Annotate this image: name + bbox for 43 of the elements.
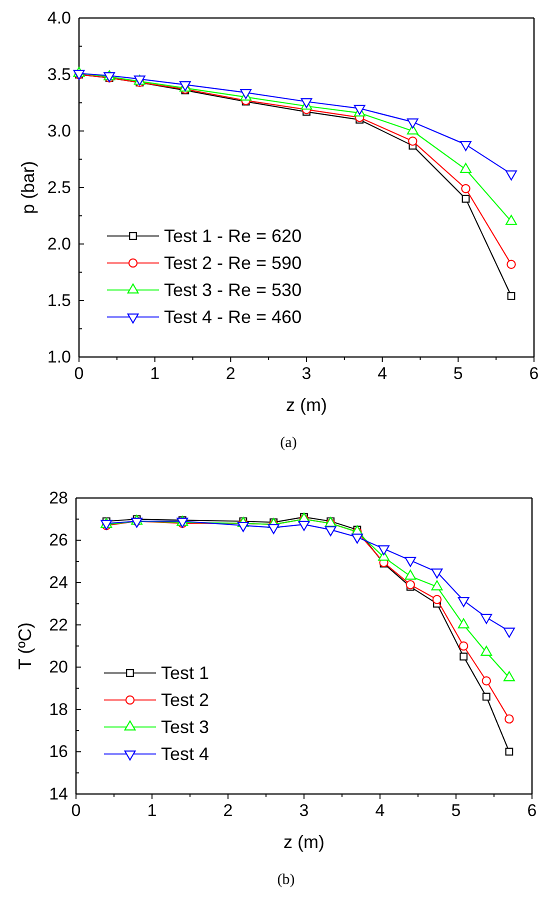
legend-label: Test 4	[161, 744, 210, 764]
y-tick-label: 4.0	[47, 8, 71, 28]
y-axis-title: p (bar)	[18, 160, 38, 214]
y-tick-label: 24	[49, 573, 68, 592]
x-tick-label: 4	[375, 801, 385, 820]
x-tick-label: 5	[453, 364, 463, 384]
y-tick-label: 2.5	[47, 178, 71, 197]
x-tick-label: 3	[302, 364, 312, 384]
y-tick-label: 3.0	[47, 121, 71, 140]
y-tick-label: 16	[49, 742, 68, 762]
x-tick-label: 6	[527, 801, 537, 820]
x-tick-label: 4	[378, 364, 388, 384]
x-tick-label: 3	[299, 801, 309, 820]
y-tick-label: 2.0	[47, 234, 71, 254]
x-tick-label: 5	[451, 801, 461, 820]
legend-label: Test 2 - Re = 590	[164, 253, 302, 273]
x-tick-label: 6	[529, 364, 539, 384]
y-tick-label: 28	[49, 488, 68, 508]
y-tick-label: 1.0	[47, 347, 71, 366]
legend-label: Test 4 - Re = 460	[164, 307, 302, 327]
text: (b)	[277, 872, 295, 888]
y-tick-label: 1.5	[47, 290, 71, 310]
text: (a)	[280, 435, 297, 451]
x-axis-title: z (m)	[286, 395, 327, 415]
x-tick-label: 1	[150, 364, 160, 384]
y-tick-label: 26	[49, 530, 68, 550]
legend-label: Test 1	[161, 663, 210, 683]
legend-label: Test 3 - Re = 530	[164, 280, 302, 300]
legend-label: Test 3	[161, 717, 210, 737]
x-tick-label: 2	[223, 801, 233, 820]
x-axis-title: z (m)	[284, 832, 324, 852]
legend-label: Test 1 - Re = 620	[164, 226, 302, 246]
x-tick-label: 0	[74, 364, 84, 384]
x-tick-label: 0	[71, 801, 81, 820]
y-tick-label: 20	[49, 658, 68, 677]
y-tick-label: 3.5	[47, 64, 71, 84]
x-tick-label: 1	[147, 801, 157, 820]
y-tick-label: 22	[49, 615, 68, 634]
y-tick-label: 18	[49, 700, 68, 719]
legend-label: Test 2	[161, 690, 210, 710]
y-tick-label: 14	[49, 784, 68, 804]
x-tick-label: 2	[226, 364, 236, 384]
y-axis-title: T (ºC)	[15, 622, 35, 670]
